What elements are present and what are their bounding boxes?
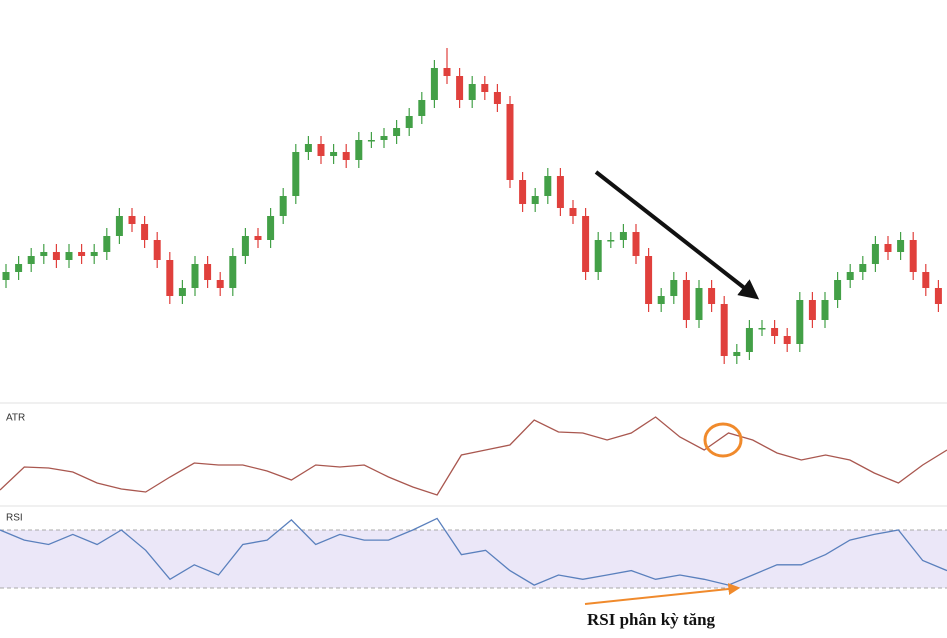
candle-body: [330, 152, 338, 156]
candle-body: [582, 216, 590, 272]
candle-body: [682, 280, 690, 320]
candle-body: [733, 352, 741, 356]
rsi-label: RSI: [6, 513, 23, 524]
candle-body: [607, 240, 615, 242]
candle-body: [128, 216, 136, 224]
highlight-circle: [703, 422, 743, 458]
candle-body: [40, 252, 48, 256]
candle-body: [481, 84, 489, 92]
candle-body: [871, 244, 879, 264]
candle-body: [418, 100, 426, 116]
indicator-line: [0, 517, 947, 586]
candle-body: [191, 264, 199, 288]
candle-body: [430, 68, 438, 100]
candle-body: [771, 328, 779, 336]
candle-body: [317, 144, 325, 156]
candle-body: [443, 68, 451, 76]
candle-body: [267, 216, 275, 240]
candle-body: [758, 328, 766, 330]
indicator-line: [0, 416, 947, 496]
candle-body: [141, 224, 149, 240]
candle-body: [78, 252, 86, 256]
candle-body: [821, 300, 829, 320]
candle-body: [934, 288, 942, 304]
candle-body: [834, 280, 842, 300]
candle-body: [897, 240, 905, 252]
candle-body: [556, 176, 564, 208]
candle-body: [367, 140, 375, 142]
trend-arrow: [594, 170, 760, 300]
candle-body: [153, 240, 161, 260]
candle-body: [355, 140, 363, 160]
candle-body: [103, 236, 111, 252]
candle-body: [670, 280, 678, 296]
candle-body: [468, 84, 476, 100]
candle-body: [493, 92, 501, 104]
candle-body: [393, 128, 401, 136]
candle-body: [342, 152, 350, 160]
atr-label: ATR: [6, 413, 25, 424]
candle-body: [65, 252, 73, 260]
candle-body: [254, 236, 262, 240]
candle-body: [657, 296, 665, 304]
candle-body: [90, 252, 98, 256]
candle-body: [216, 280, 224, 288]
divergence-arrow: [584, 583, 741, 605]
candle-body: [720, 304, 728, 356]
candle-body: [708, 288, 716, 304]
candle-body: [241, 236, 249, 256]
candle-body: [229, 256, 237, 288]
candle-body: [632, 232, 640, 256]
candle-body: [745, 328, 753, 352]
candle-body: [884, 244, 892, 252]
candle-body: [695, 288, 703, 320]
candle-body: [15, 264, 23, 272]
candle-body: [405, 116, 413, 128]
candle-body: [783, 336, 791, 344]
candle-body: [619, 232, 627, 240]
candle-body: [808, 300, 816, 320]
candle-body: [796, 300, 804, 344]
candle-body: [846, 272, 854, 280]
candle-body: [279, 196, 287, 216]
candle-body: [456, 76, 464, 100]
candle-body: [519, 180, 527, 204]
candle-body: [115, 216, 123, 236]
candle-body: [569, 208, 577, 216]
candle-body: [304, 144, 312, 152]
candle-body: [544, 176, 552, 196]
candle-body: [380, 136, 388, 140]
candle-body: [859, 264, 867, 272]
candle-body: [204, 264, 212, 280]
candle-body: [645, 256, 653, 304]
candle-body: [27, 256, 35, 264]
candle-body: [2, 272, 10, 280]
annotation: RSI phân kỳ tăng: [587, 610, 716, 629]
rsi-band: [0, 530, 947, 588]
marks: [0, 48, 947, 589]
candle-body: [166, 260, 174, 296]
candle-body: [52, 252, 60, 260]
candle-body: [506, 104, 514, 180]
candle-body: [531, 196, 539, 204]
candle-body: [909, 240, 917, 272]
candle-body: [292, 152, 300, 196]
candle-body: [594, 240, 602, 272]
candle-body: [922, 272, 930, 288]
candle-body: [178, 288, 186, 296]
